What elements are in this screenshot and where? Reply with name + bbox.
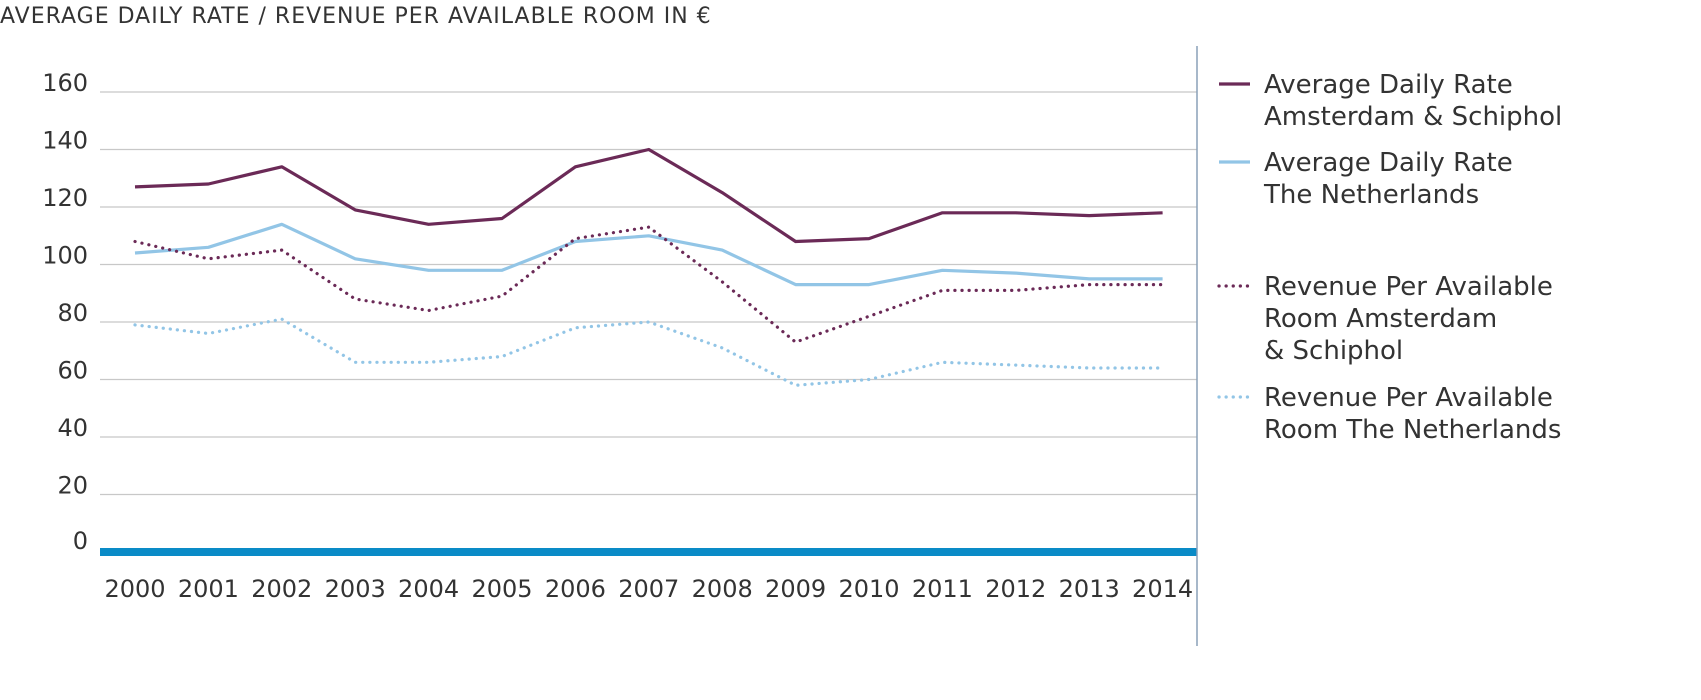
x-tick-label: 2009 — [765, 575, 826, 603]
y-tick-label: 20 — [57, 472, 88, 500]
series-line-1 — [134, 147, 1163, 244]
x-tick-label: 2005 — [471, 575, 532, 603]
legend-label: Room Amsterdam — [1264, 304, 1497, 334]
x-tick-label: 2011 — [912, 575, 973, 603]
y-tick-label: 80 — [57, 299, 88, 327]
legend-label: Room The Netherlands — [1264, 415, 1561, 445]
x-tick-label: 2002 — [251, 575, 312, 603]
x-tick-label: 2000 — [104, 575, 165, 603]
series-line-2 — [134, 222, 1163, 287]
legend-label: Average Daily Rate — [1264, 70, 1513, 100]
x-tick-label: 2003 — [325, 575, 386, 603]
y-tick-label: 0 — [73, 527, 88, 555]
y-tick-label: 40 — [57, 414, 88, 442]
x-tick-label: 2013 — [1059, 575, 1120, 603]
y-tick-label: 140 — [42, 127, 88, 155]
chart-title: AVERAGE DAILY RATE / REVENUE PER AVAILAB… — [0, 4, 712, 29]
legend-label: Average Daily Rate — [1264, 148, 1513, 178]
y-tick-label: 160 — [42, 69, 88, 97]
legend-label: & Schiphol — [1264, 336, 1403, 366]
x-tick-label: 2012 — [985, 575, 1046, 603]
x-tick-label: 2006 — [545, 575, 606, 603]
y-tick-label: 120 — [42, 184, 88, 212]
x-tick-label: 2010 — [838, 575, 899, 603]
series-line-4 — [133, 317, 1165, 387]
x-tick-label: 2004 — [398, 575, 459, 603]
y-tick-label: 60 — [57, 357, 88, 385]
x-tick-label: 2008 — [692, 575, 753, 603]
legend-label: Revenue Per Available — [1264, 272, 1553, 302]
x-tick-label: 2001 — [178, 575, 239, 603]
y-tick-label: 100 — [42, 242, 88, 270]
legend-label: Amsterdam & Schiphol — [1264, 102, 1562, 132]
y-axis: 0 20 40 60 80 100 120 140 160 — [42, 69, 88, 555]
series-layer — [133, 147, 1165, 387]
x-tick-label: 2007 — [618, 575, 679, 603]
x-tick-label: 2014 — [1132, 575, 1193, 603]
legend-label: The Netherlands — [1263, 180, 1479, 210]
legend-label: Revenue Per Available — [1264, 383, 1553, 413]
x-axis: 2000 2001 2002 2003 2004 2005 2006 2007 2008 2009… — [104, 575, 1193, 603]
series-line-3 — [133, 225, 1165, 344]
grid-layer — [100, 91, 1197, 556]
